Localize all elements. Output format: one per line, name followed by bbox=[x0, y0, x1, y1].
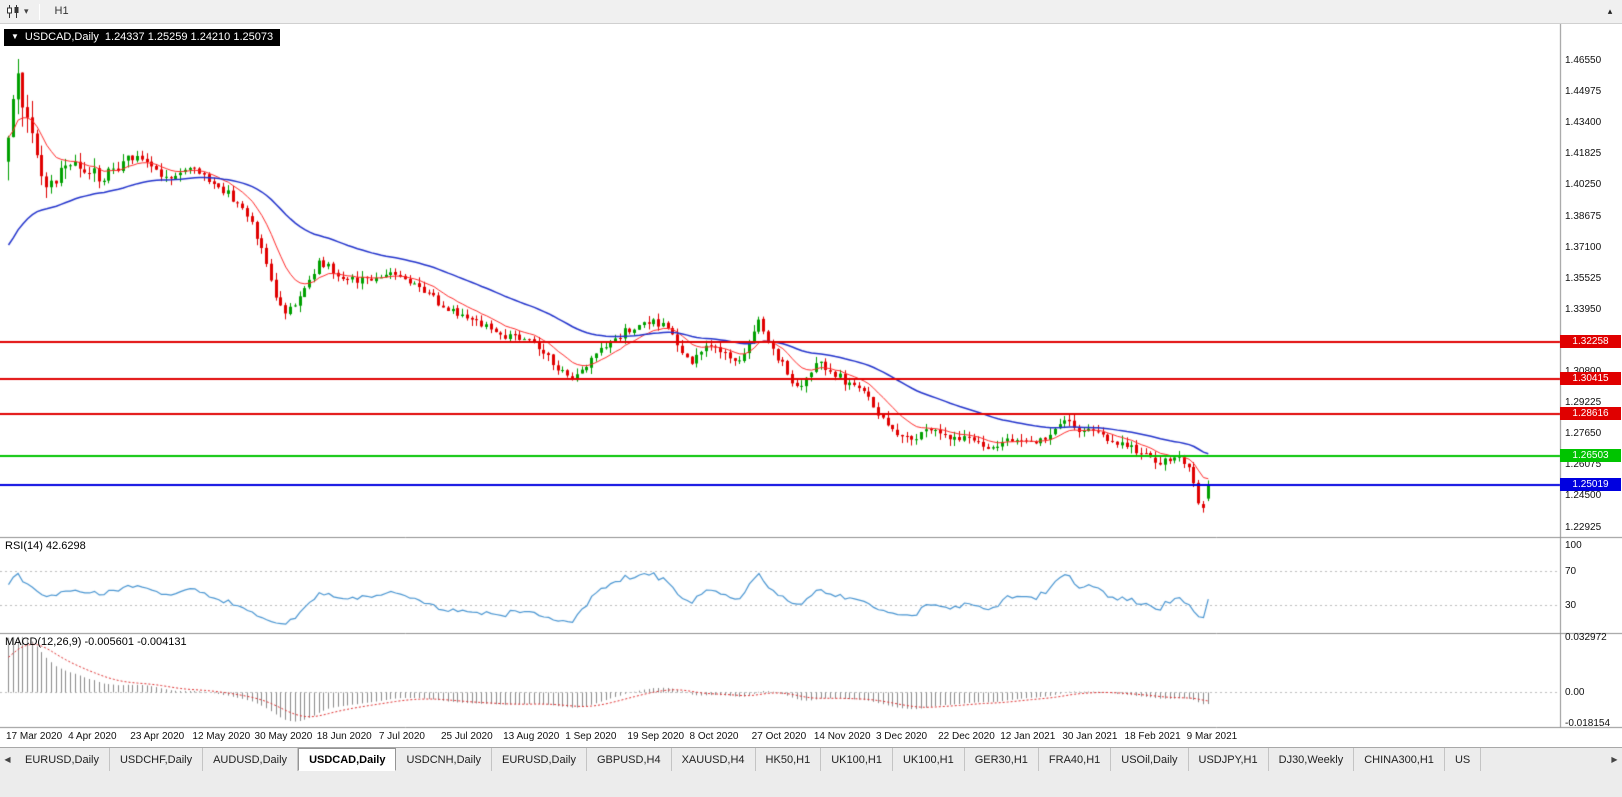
chart-area: 1.46550 1.44975 1.43400 1.41825 1.40250 1.386… bbox=[0, 24, 1622, 747]
chart-tab-14-usdjpy-h1[interactable]: USDJPY,H1 bbox=[1188, 748, 1269, 771]
price-chart-canvas[interactable] bbox=[0, 24, 1622, 747]
chart-tab-1-usdchf-daily[interactable]: USDCHF,Daily bbox=[109, 748, 204, 771]
chart-tab-8-hk50-h1[interactable]: HK50,H1 bbox=[755, 748, 822, 771]
chart-tab-13-usoil-daily[interactable]: USOil,Daily bbox=[1111, 748, 1189, 771]
chart-tab-7-xauusd-h4[interactable]: XAUUSD,H4 bbox=[671, 748, 756, 771]
chart-tab-11-ger30-h1[interactable]: GER30,H1 bbox=[964, 748, 1039, 771]
chart-tab-row: EURUSD,Daily USDCHF,Daily AUDUSD,Daily USDC… bbox=[15, 748, 1482, 771]
tab-scroll-right-button[interactable]: ▶ bbox=[1611, 755, 1618, 764]
chart-type-dropdown-icon[interactable]: ▾ bbox=[24, 6, 29, 16]
toolbar-separator bbox=[38, 3, 40, 20]
chart-tab-bar: ◀ EURUSD,Daily USDCHF,Daily AUDUSD,Daily US… bbox=[0, 747, 1622, 797]
rsi-indicator-label: RSI(14) 42.6298 bbox=[5, 540, 86, 552]
timeframe-button-h1[interactable]: H1 bbox=[54, 5, 69, 17]
chart-tab-3-usdcad-daily[interactable]: USDCAD,Daily bbox=[298, 748, 397, 771]
candlestick-chart-icon[interactable] bbox=[6, 5, 21, 18]
symbol-ohlc-box: ▼ USDCAD,Daily 1.24337 1.25259 1.24210 1… bbox=[4, 29, 281, 46]
tab-scroll-left-button[interactable]: ◀ bbox=[4, 755, 11, 764]
chart-tab-4-usdcnh-daily[interactable]: USDCNH,Daily bbox=[396, 748, 493, 771]
chart-tab-0-eurusd-daily[interactable]: EURUSD,Daily bbox=[15, 748, 110, 771]
chart-tab-16-china300-h1[interactable]: CHINA300,H1 bbox=[1354, 748, 1445, 771]
toolbar-overflow-button[interactable]: ▴ bbox=[1607, 6, 1613, 16]
chart-tab-2-audusd-daily[interactable]: AUDUSD,Daily bbox=[203, 748, 299, 771]
top-toolbar: ▾ M1M5M15M30H1H4D1W1MN ▴ bbox=[0, 0, 1622, 93]
chart-tab-9-uk100-h1[interactable]: UK100,H1 bbox=[821, 748, 893, 771]
chart-tab-17-us[interactable]: US bbox=[1444, 748, 1482, 771]
macd-indicator-label: MACD(12,26,9) -0.005601 -0.004131 bbox=[5, 636, 187, 648]
chart-tab-10-uk100-h1[interactable]: UK100,H1 bbox=[892, 748, 965, 771]
chart-tab-6-gbpusd-h4[interactable]: GBPUSD,H4 bbox=[587, 748, 672, 771]
ohlc-values: 1.24337 1.25259 1.24210 1.25073 bbox=[104, 31, 274, 43]
symbol-title: USDCAD,Daily bbox=[24, 31, 99, 43]
chart-tab-5-eurusd-daily[interactable]: EURUSD,Daily bbox=[492, 748, 587, 771]
collapse-arrow-icon[interactable]: ▼ bbox=[11, 32, 19, 41]
chart-tab-12-fra40-h1[interactable]: FRA40,H1 bbox=[1038, 748, 1112, 771]
chart-tab-15-dj30-weekly[interactable]: DJ30,Weekly bbox=[1268, 748, 1355, 771]
